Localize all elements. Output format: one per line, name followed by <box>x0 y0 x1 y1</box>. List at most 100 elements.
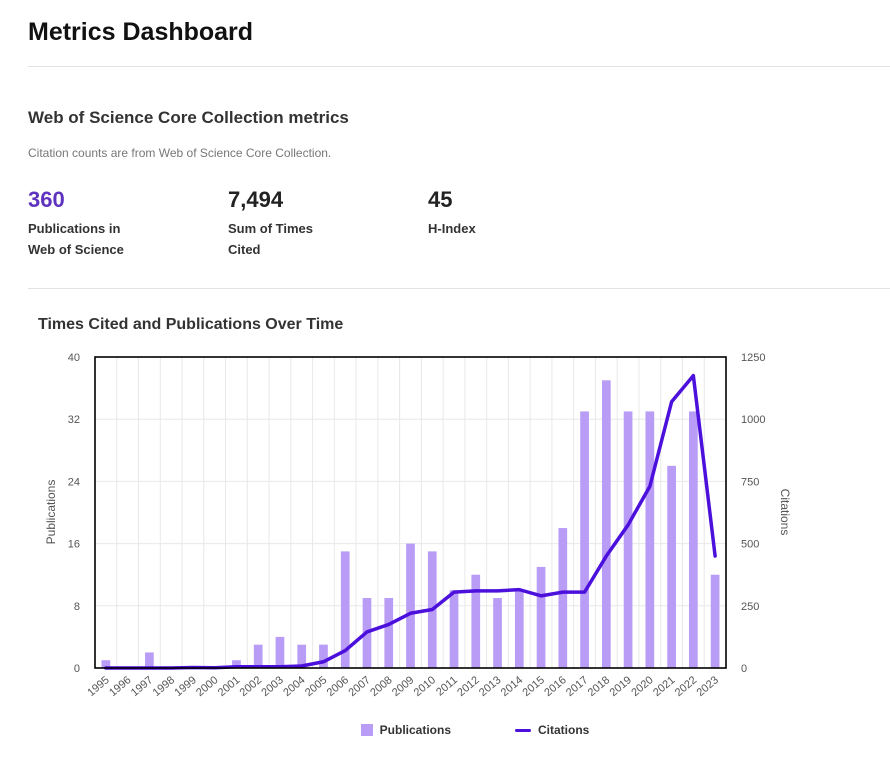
section-note: Citation counts are from Web of Science … <box>28 146 332 160</box>
x-tick-label: 2006 <box>325 674 351 699</box>
header-divider <box>28 66 890 67</box>
x-tick-label: 2001 <box>216 674 242 699</box>
y-right-tick-label: 750 <box>741 476 759 488</box>
point-citations <box>691 374 695 378</box>
x-tick-label: 1996 <box>107 674 133 699</box>
metric-h-index: 45 H-Index <box>428 186 608 239</box>
x-tick-label: 1995 <box>85 674 111 699</box>
bar-publications <box>558 528 568 668</box>
y-left-tick-label: 8 <box>74 601 80 613</box>
bar-publications <box>297 644 307 668</box>
section-title: Web of Science Core Collection metrics <box>28 108 349 127</box>
point-citations <box>626 523 630 527</box>
y-left-tick-label: 24 <box>68 476 80 488</box>
x-tick-label: 2000 <box>194 674 220 699</box>
x-tick-label: 2004 <box>281 674 307 699</box>
metric-times-cited: 7,494 Sum of Times Cited <box>228 186 408 260</box>
plot-border <box>94 356 727 669</box>
point-citations <box>517 588 521 592</box>
x-tick-label: 2010 <box>412 674 438 699</box>
point-citations <box>496 589 500 593</box>
legend-swatch-citations <box>515 728 531 732</box>
point-citations <box>452 590 456 594</box>
point-citations <box>300 664 304 668</box>
y-left-tick-label: 40 <box>68 352 80 364</box>
bar-publications <box>536 566 546 668</box>
page-title: Metrics Dashboard <box>28 18 254 46</box>
x-tick-label: 2011 <box>434 674 460 698</box>
x-tick-label: 2012 <box>455 674 481 699</box>
y-left-axis-title: Publications <box>44 480 58 545</box>
metric-h-index-label: H-Index <box>428 221 476 236</box>
bar-publications <box>253 644 263 668</box>
point-citations <box>670 400 674 404</box>
bar-publications <box>667 465 676 668</box>
metric-h-index-value: 45 <box>428 187 453 212</box>
point-citations <box>343 649 347 653</box>
x-tick-label: 2021 <box>651 674 677 699</box>
bar-publications <box>101 660 111 668</box>
bar-publications <box>232 660 241 668</box>
x-tick-label: 2007 <box>346 674 372 699</box>
bar-publications <box>623 411 633 668</box>
y-left-tick-label: 0 <box>74 663 80 675</box>
bar-publications <box>514 590 524 668</box>
section-divider <box>28 288 890 289</box>
y-right-tick-label: 1250 <box>741 352 765 364</box>
x-tick-label: 1997 <box>129 674 155 699</box>
chart-title: Times Cited and Publications Over Time <box>38 316 344 333</box>
x-tick-label: 2016 <box>542 674 568 699</box>
x-tick-label: 2018 <box>586 674 612 699</box>
x-tick-label: 2014 <box>499 674 525 699</box>
y-right-tick-label: 250 <box>741 601 759 613</box>
y-right-tick-label: 500 <box>741 539 759 551</box>
bar-publications <box>449 590 459 668</box>
legend-label-publications: Publications <box>379 723 451 737</box>
y-right-tick-label: 0 <box>741 663 747 675</box>
bar-publications <box>406 543 415 668</box>
point-citations <box>474 589 478 593</box>
point-citations <box>539 594 543 598</box>
point-citations <box>561 590 565 594</box>
x-tick-label: 2015 <box>521 674 547 699</box>
point-citations <box>365 630 369 634</box>
bar-publications <box>319 644 328 668</box>
bar-publications <box>601 380 611 668</box>
point-citations <box>604 554 608 558</box>
metric-publications-value[interactable]: 360 <box>28 187 65 212</box>
point-citations <box>583 590 587 594</box>
x-tick-label: 2022 <box>673 674 699 699</box>
y-left-tick-label: 32 <box>68 414 80 426</box>
bar-publications <box>645 411 655 668</box>
bar-publications <box>710 574 720 668</box>
x-tick-label: 2008 <box>368 674 394 699</box>
x-tick-label: 2002 <box>238 674 264 699</box>
metric-times-cited-value: 7,494 <box>228 187 284 212</box>
x-tick-label: 2023 <box>695 674 721 699</box>
point-citations <box>409 611 412 615</box>
metric-publications: 360 Publications in Web of Science <box>28 186 208 260</box>
x-tick-label: 2017 <box>564 674 590 699</box>
y-right-axis-title: Citations <box>778 489 792 536</box>
bar-publications <box>689 411 698 668</box>
point-citations <box>648 484 652 488</box>
legend-swatch-publications <box>360 724 373 736</box>
point-citations <box>430 608 434 612</box>
x-tick-label: 2013 <box>477 674 503 699</box>
times-cited-chart: 0 8 16 24 32 40 0 250 500 750 1000 1250 199519961997… <box>44 352 792 699</box>
x-tick-label: 1998 <box>151 674 177 699</box>
bar-publications <box>580 411 589 668</box>
x-tick-label: 2009 <box>390 674 416 699</box>
x-tick-label: 1999 <box>172 674 198 699</box>
bar-publications <box>493 598 502 668</box>
bar-publications <box>275 636 285 668</box>
x-tick-label: 2003 <box>259 674 285 699</box>
point-citations <box>713 554 717 558</box>
x-tick-label: 2019 <box>608 674 634 699</box>
legend-item-publications[interactable]: Publications <box>301 723 451 737</box>
point-citations <box>387 622 391 626</box>
bar-publications <box>471 574 481 668</box>
legend-item-citations[interactable]: Citations <box>475 723 589 737</box>
bar-publications <box>145 652 154 668</box>
x-tick-label: 2020 <box>629 674 655 699</box>
